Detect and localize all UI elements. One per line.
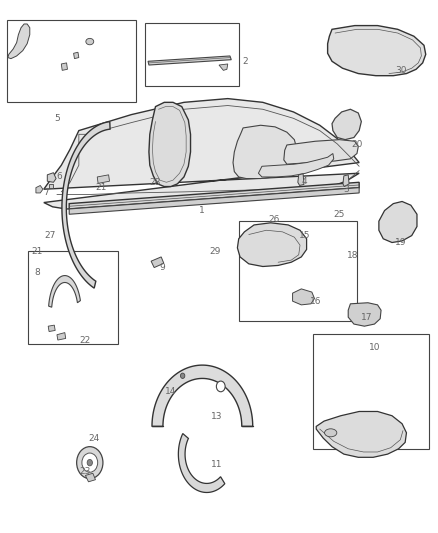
Polygon shape	[178, 433, 225, 492]
Circle shape	[82, 453, 98, 472]
Bar	[239, 221, 357, 321]
Polygon shape	[74, 52, 79, 59]
Text: 19: 19	[395, 238, 406, 247]
Polygon shape	[36, 185, 43, 193]
Polygon shape	[152, 365, 253, 426]
Polygon shape	[298, 174, 304, 185]
Circle shape	[216, 381, 225, 392]
Text: 18: 18	[347, 252, 358, 260]
Polygon shape	[151, 257, 164, 268]
Text: 17: 17	[361, 313, 373, 321]
Bar	[313, 334, 429, 449]
Text: 29: 29	[209, 247, 220, 256]
Polygon shape	[293, 289, 314, 305]
Ellipse shape	[86, 38, 94, 45]
Polygon shape	[47, 173, 56, 182]
Polygon shape	[316, 411, 406, 457]
Text: 4: 4	[302, 177, 307, 185]
Text: 22: 22	[80, 336, 91, 344]
Text: 24: 24	[88, 434, 100, 442]
Text: 8: 8	[34, 269, 40, 277]
Ellipse shape	[325, 429, 337, 437]
Polygon shape	[69, 188, 359, 214]
Polygon shape	[219, 64, 228, 70]
Text: 20: 20	[351, 141, 363, 149]
Bar	[145, 23, 239, 86]
Circle shape	[180, 373, 185, 378]
Bar	[7, 20, 136, 102]
Polygon shape	[348, 303, 381, 326]
Polygon shape	[49, 184, 53, 188]
Polygon shape	[61, 63, 67, 70]
Text: 25: 25	[334, 210, 345, 219]
Circle shape	[87, 459, 92, 466]
Polygon shape	[332, 109, 361, 140]
Text: 3: 3	[343, 185, 349, 193]
Polygon shape	[48, 325, 55, 332]
Text: 14: 14	[165, 387, 177, 396]
Text: 10: 10	[369, 343, 380, 352]
Polygon shape	[44, 99, 359, 209]
Polygon shape	[85, 473, 95, 482]
Text: 21: 21	[95, 183, 106, 192]
Polygon shape	[379, 201, 417, 243]
Polygon shape	[49, 276, 81, 307]
Text: 11: 11	[211, 461, 223, 469]
Polygon shape	[69, 182, 359, 209]
Polygon shape	[237, 223, 307, 266]
Polygon shape	[258, 154, 334, 177]
Text: 15: 15	[299, 231, 310, 240]
Polygon shape	[149, 102, 191, 187]
Polygon shape	[343, 175, 349, 187]
Polygon shape	[233, 125, 297, 179]
Polygon shape	[148, 56, 231, 65]
Text: 2: 2	[243, 57, 248, 66]
Polygon shape	[284, 140, 358, 164]
Text: 1: 1	[198, 206, 205, 215]
Text: 23: 23	[80, 467, 91, 476]
Bar	[28, 251, 118, 344]
Text: 6: 6	[56, 173, 62, 181]
Text: 21: 21	[32, 247, 43, 256]
Text: 26: 26	[268, 215, 279, 224]
Polygon shape	[328, 26, 426, 76]
Text: 13: 13	[211, 413, 223, 421]
Text: 7: 7	[43, 189, 49, 197]
Text: 28: 28	[150, 178, 161, 187]
Text: 27: 27	[45, 231, 56, 240]
Text: 5: 5	[54, 114, 60, 123]
Polygon shape	[62, 122, 110, 288]
Circle shape	[77, 447, 103, 479]
Text: 9: 9	[159, 263, 165, 272]
Polygon shape	[8, 24, 30, 59]
Polygon shape	[97, 175, 110, 183]
Text: 16: 16	[310, 297, 321, 305]
Text: 30: 30	[395, 66, 406, 75]
Polygon shape	[57, 333, 66, 340]
